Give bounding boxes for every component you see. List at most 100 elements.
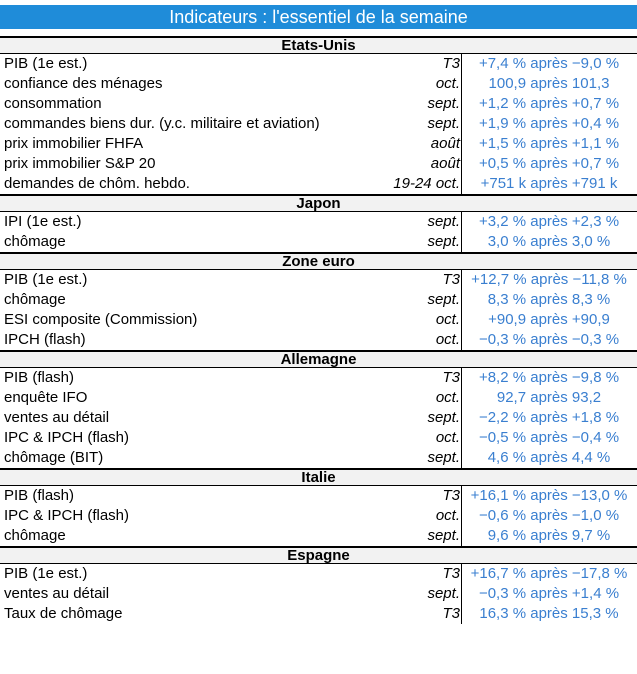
period-label: oct.	[435, 389, 460, 406]
indicator-label: PIB (1e est.)	[4, 271, 88, 288]
indicator-label: chômage (BIT)	[4, 449, 104, 466]
indicator-label: PIB (flash)	[4, 487, 75, 504]
period-label: oct.	[435, 507, 460, 524]
period-label: T3	[442, 55, 460, 72]
value-label: −2,2 % après +1,8 %	[478, 409, 620, 426]
period-label: oct.	[435, 75, 460, 92]
table-row: confiance des ménages oct. 100,9 après 101…	[0, 74, 637, 94]
value-label: +12,7 % après −11,8 %	[471, 271, 627, 288]
indicator-label: confiance des ménages	[4, 75, 163, 92]
table-row: commandes biens dur. (y.c. militaire et …	[0, 114, 637, 134]
value-label: +8,2 % après −9,8 %	[478, 369, 620, 386]
indicator-label: PIB (flash)	[4, 369, 75, 386]
indicator-label: IPI (1e est.)	[4, 213, 82, 230]
indicator-label: prix immobilier FHFA	[4, 135, 144, 152]
value-label: 3,0 % après 3,0 %	[487, 233, 611, 250]
indicator-label: ventes au détail	[4, 585, 110, 602]
period-label: T3	[442, 487, 460, 504]
table-row: chômage sept. 3,0 % après 3,0 %	[0, 232, 637, 252]
table-row: IPI (1e est.) sept. +3,2 % après +2,3 %	[0, 212, 637, 232]
value-label: 4,6 % après 4,4 %	[487, 449, 611, 466]
table-row: ventes au détail sept. −0,3 % après +1,4 %	[0, 584, 637, 604]
period-label: sept.	[427, 449, 460, 466]
indicator-label: PIB (1e est.)	[4, 55, 88, 72]
table-row: prix immobilier S&P 20 août +0,5 % après +…	[0, 154, 637, 174]
table-row: chômage sept. 9,6 % après 9,7 %	[0, 526, 637, 546]
section-header: Espagne	[0, 546, 637, 564]
table-row: enquête IFO oct. 92,7 après 93,2	[0, 388, 637, 408]
period-label: T3	[442, 605, 460, 622]
indicator-label: chômage	[4, 527, 66, 544]
period-label: août	[430, 155, 460, 172]
table-row: Taux de chômage T3 16,3 % après 15,3 %	[0, 604, 637, 624]
table-row: PIB (1e est.) T3 +12,7 % après −11,8 %	[0, 270, 637, 290]
period-label: T3	[442, 565, 460, 582]
period-label: sept.	[427, 95, 460, 112]
value-label: −0,3 % après −0,3 %	[478, 331, 620, 348]
indicator-label: demandes de chôm. hebdo.	[4, 175, 190, 192]
table-row: chômage (BIT) sept. 4,6 % après 4,4 %	[0, 448, 637, 468]
column-divider	[461, 564, 462, 624]
value-label: +1,2 % après +0,7 %	[478, 95, 620, 112]
indicator-label: consommation	[4, 95, 102, 112]
column-divider	[461, 54, 462, 194]
value-label: +90,9 après +90,9	[488, 311, 610, 328]
table-row: ESI composite (Commission) oct. +90,9 aprè…	[0, 310, 637, 330]
column-divider	[461, 212, 462, 252]
column-divider	[461, 368, 462, 468]
indicator-label: chômage	[4, 291, 66, 308]
table-row: PIB (1e est.) T3 +16,7 % après −17,8 %	[0, 564, 637, 584]
table-row: IPCH (flash) oct. −0,3 % après −0,3 %	[0, 330, 637, 350]
value-label: 16,3 % après 15,3 %	[479, 605, 619, 622]
period-label: sept.	[427, 409, 460, 426]
indicator-label: ESI composite (Commission)	[4, 311, 198, 328]
indicator-label: ventes au détail	[4, 409, 110, 426]
value-label: +1,9 % après +0,4 %	[478, 115, 620, 132]
value-label: −0,6 % après −1,0 %	[478, 507, 620, 524]
table-row: PIB (1e est.) T3 +7,4 % après −9,0 %	[0, 54, 637, 74]
section-header: Japon	[0, 194, 637, 212]
indicator-label: IPC & IPCH (flash)	[4, 507, 130, 524]
indicator-label: IPCH (flash)	[4, 331, 86, 348]
period-label: sept.	[427, 213, 460, 230]
indicator-label: commandes biens dur. (y.c. militaire et …	[4, 115, 320, 132]
period-label: 19-24 oct.	[393, 175, 460, 192]
table-row: prix immobilier FHFA août +1,5 % après +1,…	[0, 134, 637, 154]
table-row: IPC & IPCH (flash) oct. −0,6 % après −1,0 …	[0, 506, 637, 526]
column-divider	[461, 486, 462, 546]
table-row: PIB (flash) T3 +8,2 % après −9,8 %	[0, 368, 637, 388]
value-label: +3,2 % après +2,3 %	[478, 213, 620, 230]
period-label: T3	[442, 271, 460, 288]
value-label: +16,7 % après −17,8 %	[470, 565, 628, 582]
indicator-label: prix immobilier S&P 20	[4, 155, 156, 172]
period-label: oct.	[435, 429, 460, 446]
value-label: −0,5 % après −0,4 %	[478, 429, 620, 446]
indicator-label: Taux de chômage	[4, 605, 123, 622]
section-header: Italie	[0, 468, 637, 486]
value-label: +16,1 % après −13,0 %	[470, 487, 628, 504]
table-row: consommation sept. +1,2 % après +0,7 %	[0, 94, 637, 114]
period-label: sept.	[427, 527, 460, 544]
value-label: +751 k après +791 k	[480, 175, 618, 192]
indicator-label: chômage	[4, 233, 66, 250]
section-header: Allemagne	[0, 350, 637, 368]
table-row: IPC & IPCH (flash) oct. −0,5 % après −0,4 …	[0, 428, 637, 448]
value-label: +1,5 % après +1,1 %	[478, 135, 620, 152]
indicator-label: PIB (1e est.)	[4, 565, 88, 582]
table-title: Indicateurs : l'essentiel de la semaine	[0, 5, 637, 29]
table-row: chômage sept. 8,3 % après 8,3 %	[0, 290, 637, 310]
period-label: août	[430, 135, 460, 152]
value-label: +0,5 % après +0,7 %	[478, 155, 620, 172]
period-label: T3	[442, 369, 460, 386]
value-label: 100,9 après 101,3	[488, 75, 610, 92]
period-label: sept.	[427, 585, 460, 602]
indicator-label: IPC & IPCH (flash)	[4, 429, 130, 446]
value-label: 9,6 % après 9,7 %	[487, 527, 611, 544]
period-label: oct.	[435, 331, 460, 348]
table-row: demandes de chôm. hebdo. 19-24 oct. +751 k…	[0, 174, 637, 194]
section-header: Zone euro	[0, 252, 637, 270]
period-label: oct.	[435, 311, 460, 328]
section-header: Etats-Unis	[0, 36, 637, 54]
value-label: −0,3 % après +1,4 %	[478, 585, 620, 602]
period-label: sept.	[427, 115, 460, 132]
